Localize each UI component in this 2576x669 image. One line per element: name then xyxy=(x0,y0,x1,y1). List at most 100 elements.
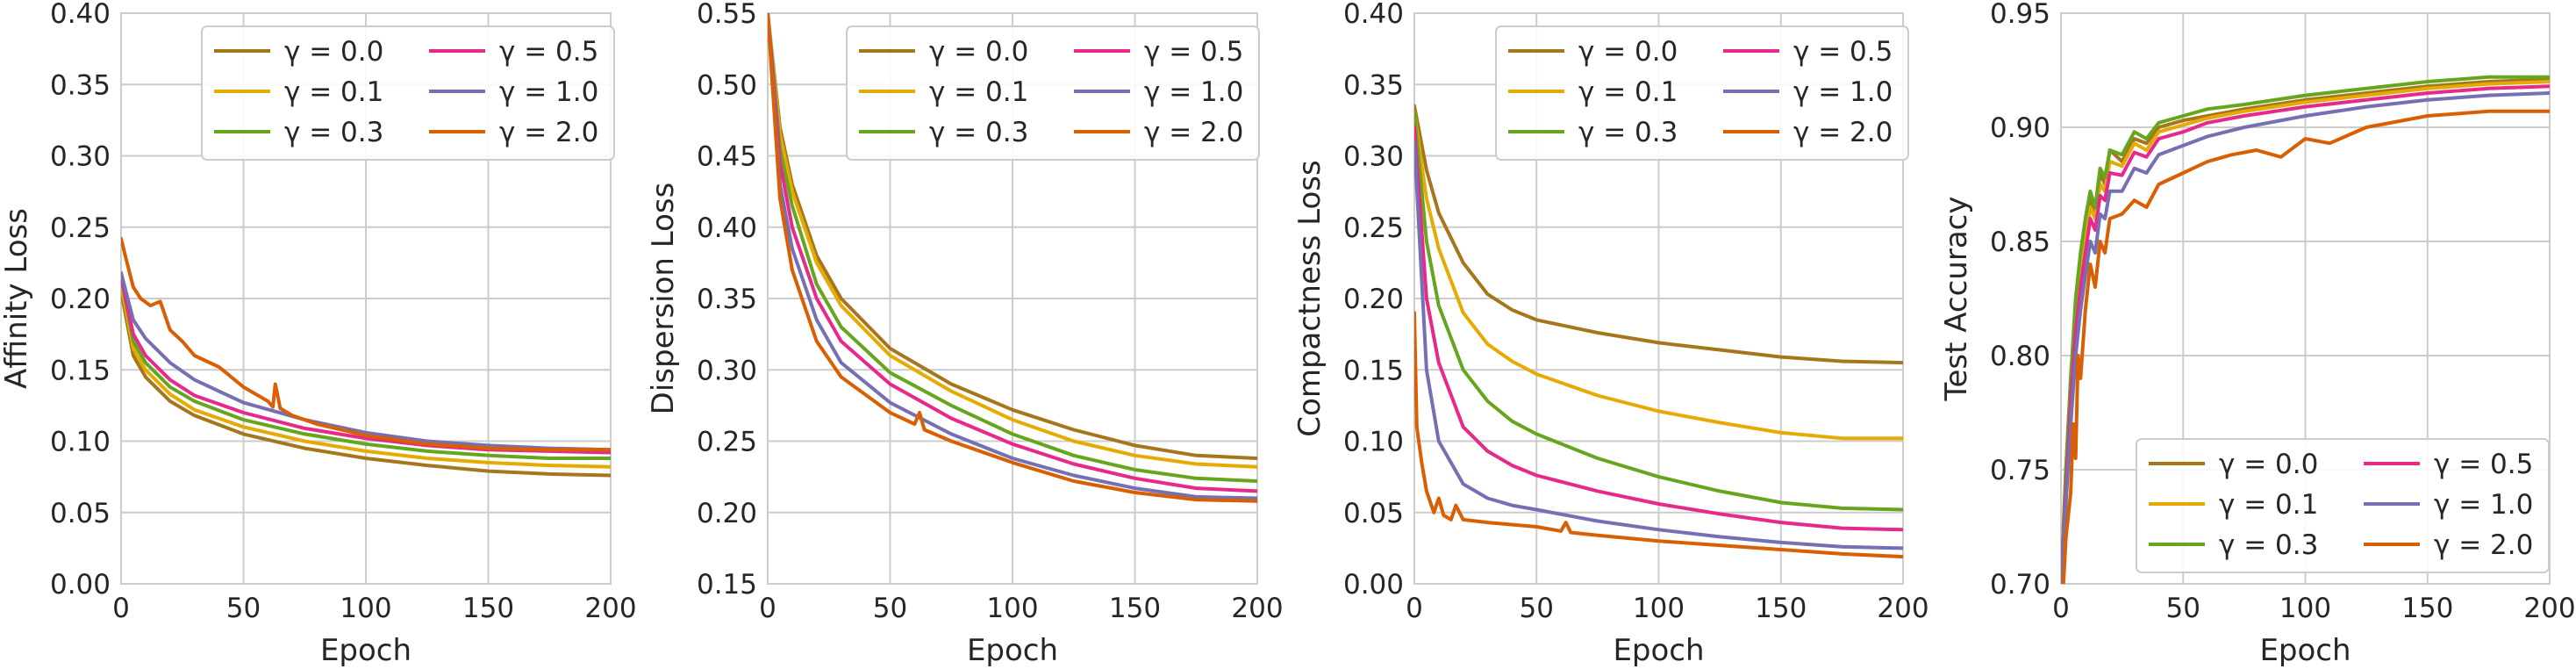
legend-label: γ = 1.0 xyxy=(499,76,598,108)
x-axis-label: Epoch xyxy=(2259,633,2351,668)
series-line-g10 xyxy=(1414,140,1903,550)
series-line-g03 xyxy=(121,275,611,460)
x-tick-label: 100 xyxy=(340,593,391,624)
legend: γ = 0.0 γ = 0.1 γ = 0.3 γ = 0.5 γ = 1.0 γ = 2… xyxy=(201,25,615,161)
chart-panel-4: 0 50 100 150 200 0.70 0.75 0.80 0.85 0.90 0.95 Epoc… xyxy=(1939,0,2576,668)
legend-box xyxy=(1495,25,1909,161)
y-axis-label: Test Accuracy xyxy=(1939,197,1974,402)
legend-label: γ = 2.0 xyxy=(2434,529,2533,561)
x-tick-label: 50 xyxy=(1520,593,1554,624)
legend-label: γ = 1.0 xyxy=(2434,489,2533,521)
series-group xyxy=(1414,104,1903,559)
x-tick-label: 150 xyxy=(1109,593,1161,624)
legend-label: γ = 0.1 xyxy=(929,76,1028,108)
y-tick-label: 0.40 xyxy=(50,0,111,30)
series-line-g00 xyxy=(1414,104,1903,365)
y-tick-label: 0.15 xyxy=(697,569,757,601)
x-tick-label: 150 xyxy=(1755,593,1807,624)
x-tick-label: 200 xyxy=(2523,593,2575,624)
y-tick-label: 0.10 xyxy=(50,427,111,458)
x-tick-label: 50 xyxy=(2166,593,2200,624)
x-axis-label: Epoch xyxy=(1613,633,1704,668)
x-tick-label: 0 xyxy=(759,593,776,624)
legend: γ = 0.0 γ = 0.1 γ = 0.3 γ = 0.5 γ = 1.0 γ = 2… xyxy=(846,25,1260,161)
legend-label: γ = 0.0 xyxy=(929,36,1028,68)
series-line-g05 xyxy=(2061,84,2550,584)
legend-box xyxy=(846,25,1260,161)
x-axis-label: Epoch xyxy=(320,633,411,668)
plot-frame xyxy=(767,12,1258,585)
x-tick-label: 100 xyxy=(2279,593,2331,624)
legend-label: γ = 0.1 xyxy=(284,76,383,108)
series-line-g05 xyxy=(768,13,1257,493)
x-tick-label: 150 xyxy=(2401,593,2453,624)
x-tick-label: 150 xyxy=(462,593,514,624)
legend-label: γ = 2.0 xyxy=(1144,117,1243,148)
legend-box xyxy=(2136,438,2550,573)
y-axis-label: Dispersion Loss xyxy=(646,183,681,415)
legend-label: γ = 0.5 xyxy=(1793,36,1893,68)
y-tick-label: 0.35 xyxy=(697,284,757,315)
y-tick-label: 0.20 xyxy=(697,498,757,529)
legend-label: γ = 0.1 xyxy=(1578,76,1678,108)
legend-label: γ = 0.1 xyxy=(2219,489,2318,521)
legend-label: γ = 0.3 xyxy=(284,117,383,148)
y-tick-label: 0.05 xyxy=(50,498,111,529)
series-line-g00 xyxy=(121,289,611,478)
y-tick-label: 0.10 xyxy=(1343,427,1404,458)
legend-label: γ = 0.0 xyxy=(2219,449,2318,480)
y-tick-label: 0.90 xyxy=(1990,112,2050,144)
series-line-g20 xyxy=(768,13,1257,503)
x-tick-label: 200 xyxy=(1877,593,1928,624)
y-tick-label: 0.40 xyxy=(697,212,757,244)
y-tick-label: 0.85 xyxy=(1990,227,2050,258)
series-line-g03 xyxy=(768,13,1257,483)
series-line-g01 xyxy=(768,13,1257,469)
y-tick-label: 0.30 xyxy=(50,141,111,173)
legend-label: γ = 1.0 xyxy=(1793,76,1893,108)
legend: γ = 0.0 γ = 0.1 γ = 0.3 γ = 0.5 γ = 1.0 γ = 2… xyxy=(2136,438,2550,573)
x-tick-label: 100 xyxy=(986,593,1038,624)
legend-label: γ = 1.0 xyxy=(1144,76,1243,108)
y-tick-label: 0.00 xyxy=(50,569,111,601)
y-tick-label: 0.25 xyxy=(697,427,757,458)
x-tick-label: 0 xyxy=(112,593,130,624)
legend-label: γ = 0.5 xyxy=(1144,36,1243,68)
y-tick-label: 0.30 xyxy=(697,355,757,386)
plot-frame xyxy=(1413,12,1904,585)
series-line-g20 xyxy=(2061,109,2550,584)
series-line-g20 xyxy=(121,236,611,452)
x-tick-label: 50 xyxy=(873,593,907,624)
y-tick-label: 0.30 xyxy=(1343,141,1404,173)
y-tick-label: 0.95 xyxy=(1990,0,2050,30)
y-tick-label: 0.80 xyxy=(1990,341,2050,372)
legend-label: γ = 0.3 xyxy=(929,117,1028,148)
series-line-g01 xyxy=(121,282,611,469)
series-group xyxy=(2061,75,2550,584)
legend-label: γ = 0.0 xyxy=(284,36,383,68)
series-line-g20 xyxy=(1414,311,1903,559)
x-tick-label: 200 xyxy=(584,593,636,624)
legend-label: γ = 0.3 xyxy=(1578,117,1678,148)
chart-panel-1: 0 50 100 150 200 0.00 0.05 0.10 0.15 0.20 0.25 0.30… xyxy=(0,0,637,668)
y-tick-label: 0.45 xyxy=(697,141,757,173)
y-tick-label: 0.50 xyxy=(697,69,757,101)
legend-label: γ = 0.5 xyxy=(2434,449,2533,480)
series-line-g03 xyxy=(1414,111,1903,512)
series-group xyxy=(121,236,611,478)
series-line-g03 xyxy=(2061,75,2550,584)
y-tick-label: 0.35 xyxy=(50,69,111,101)
y-tick-label: 0.40 xyxy=(1343,0,1404,30)
y-tick-label: 0.55 xyxy=(697,0,757,30)
legend-label: γ = 0.0 xyxy=(1578,36,1678,68)
legend: γ = 0.0 γ = 0.1 γ = 0.3 γ = 0.5 γ = 1.0 γ = 2… xyxy=(1495,25,1909,161)
x-tick-label: 100 xyxy=(1633,593,1685,624)
legend-label: γ = 0.5 xyxy=(499,36,598,68)
legend-label: γ = 2.0 xyxy=(499,117,598,148)
series-line-g05 xyxy=(1414,126,1903,532)
series-group xyxy=(768,13,1257,503)
y-tick-label: 0.25 xyxy=(1343,212,1404,244)
chart-panel-3: 0 50 100 150 200 0.00 0.05 0.10 0.15 0.20 0.25 0.30… xyxy=(1292,0,1929,668)
y-tick-label: 0.25 xyxy=(50,212,111,244)
